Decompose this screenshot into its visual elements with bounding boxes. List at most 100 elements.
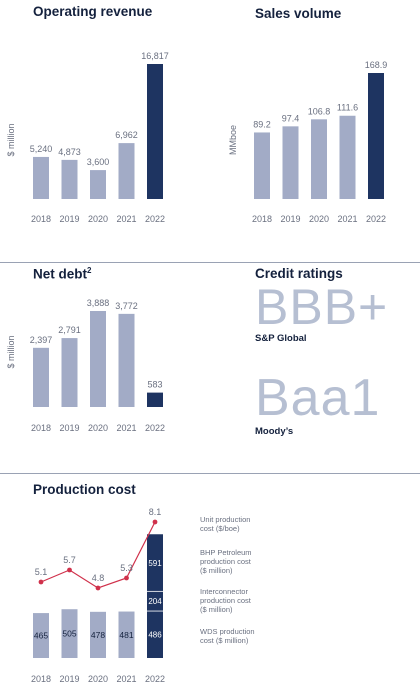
production-cost-chart: 465 2018 505 2019 478 2020 481 2021 486 204 591 202… (31, 507, 255, 684)
y-axis-label: MMboe (228, 125, 238, 155)
unit-cost-label: 4.8 (92, 573, 105, 583)
x-tick-label: 2018 (252, 214, 272, 224)
x-tick-label: 2019 (59, 674, 79, 684)
legend-line: ($ million) (200, 566, 233, 575)
stacked-bar-segment (147, 611, 163, 658)
x-tick-label: 2022 (366, 214, 386, 224)
x-tick-label: 2019 (59, 423, 79, 433)
production-cost-title: Production cost (33, 482, 136, 497)
legend-line: Unit production (200, 515, 250, 524)
unit-cost-label: 5.3 (120, 563, 133, 573)
net-debt-chart: 2,397 2018 2,791 2019 3,888 2020 3,772 2021 583 2… (6, 298, 165, 433)
data-label: 89.2 (253, 119, 271, 129)
unit-cost-label: 8.1 (149, 507, 162, 517)
bar (311, 119, 327, 199)
sales-volume-chart: 89.2 2018 97.4 2019 106.8 2020 111.6 2021 168.9 2… (228, 60, 388, 224)
data-label: 583 (147, 380, 162, 390)
bar (254, 132, 270, 199)
segment-label: 591 (148, 559, 162, 568)
unit-cost-point (67, 567, 72, 573)
data-label: 168.9 (365, 60, 388, 70)
bar (61, 609, 78, 658)
bar (90, 611, 106, 658)
unit-cost-point (38, 579, 44, 585)
legend-line: BHP Petroleum (200, 548, 252, 557)
x-tick-label: 2021 (116, 674, 136, 684)
sp-agency: S&P Global (255, 333, 307, 344)
data-label: 111.6 (337, 103, 358, 113)
bar-value-label: 505 (62, 629, 76, 639)
x-tick-label: 2021 (116, 214, 136, 224)
data-label: 3,888 (87, 298, 110, 308)
bar (61, 338, 78, 407)
data-label: 16,817 (141, 51, 169, 61)
moodys-agency: Moody’s (255, 426, 294, 437)
bar (339, 115, 356, 199)
segment-label: 204 (148, 597, 162, 606)
x-tick-label: 2020 (88, 423, 108, 433)
unit-cost-point (152, 519, 158, 525)
net-debt-footnote: 2 (87, 266, 92, 275)
divider-2 (0, 473, 420, 474)
x-tick-label: 2020 (88, 674, 108, 684)
legend-line: cost ($/boe) (200, 524, 240, 533)
x-tick-label: 2021 (116, 423, 136, 433)
data-label: 5,240 (30, 144, 53, 154)
bar (90, 170, 106, 199)
credit-ratings-title: Credit ratings (255, 266, 343, 281)
legend-entry: Unit production cost ($/boe) (200, 515, 250, 533)
divider-1 (0, 262, 420, 263)
data-label: 2,397 (30, 335, 53, 345)
x-tick-label: 2022 (145, 214, 165, 224)
sp-rating: BBB+ (255, 279, 389, 335)
x-tick-label: 2018 (31, 423, 51, 433)
y-axis-label: $ million (6, 123, 16, 156)
bar (33, 613, 49, 658)
bar-value-label: 481 (119, 630, 133, 640)
unit-cost-point (95, 585, 101, 591)
x-tick-label: 2019 (59, 214, 79, 224)
data-label: 4,873 (58, 147, 81, 157)
x-tick-label: 2018 (31, 214, 51, 224)
bar-value-label: 478 (91, 630, 105, 640)
legend-entry: Interconnector production cost ($ million) (200, 587, 252, 614)
net-debt-title-text: Net debt (33, 266, 87, 282)
segment-label: 486 (148, 631, 162, 640)
bar (90, 311, 106, 407)
bar (147, 392, 163, 407)
x-tick-label: 2020 (309, 214, 329, 224)
x-tick-label: 2022 (145, 423, 165, 433)
operating-revenue-title: Operating revenue (33, 4, 153, 19)
data-label: 3,600 (87, 157, 110, 167)
bar-value-label: 465 (34, 631, 48, 641)
legend-line: production cost (200, 557, 252, 566)
bar (282, 126, 299, 199)
x-tick-label: 2018 (31, 674, 51, 684)
stacked-bar-segment (147, 591, 163, 612)
moodys-rating: Baa1 (255, 369, 381, 427)
data-label: 106.8 (308, 106, 331, 116)
data-label: 97.4 (282, 113, 300, 123)
bar (33, 347, 49, 407)
bar (61, 159, 78, 199)
bar (118, 143, 135, 199)
x-tick-label: 2019 (280, 214, 300, 224)
legend-entry: BHP Petroleum production cost ($ million) (200, 548, 252, 575)
unit-cost-label: 5.7 (63, 555, 76, 565)
sales-volume-title: Sales volume (255, 6, 342, 21)
legend-entry: WDS production cost ($ million) (200, 627, 255, 645)
unit-cost-point (124, 575, 129, 581)
x-tick-label: 2020 (88, 214, 108, 224)
legend-line: ($ million) (200, 605, 233, 614)
legend-line: WDS production (200, 627, 255, 636)
legend-line: cost ($ million) (200, 636, 249, 645)
data-label: 3,772 (115, 301, 138, 311)
unit-cost-label: 5.1 (35, 567, 48, 577)
x-tick-label: 2021 (337, 214, 357, 224)
data-label: 2,791 (58, 325, 81, 335)
x-tick-label: 2022 (145, 674, 165, 684)
legend-line: Interconnector (200, 587, 248, 596)
bar (118, 313, 135, 407)
bar (368, 73, 384, 199)
bar (118, 611, 135, 658)
